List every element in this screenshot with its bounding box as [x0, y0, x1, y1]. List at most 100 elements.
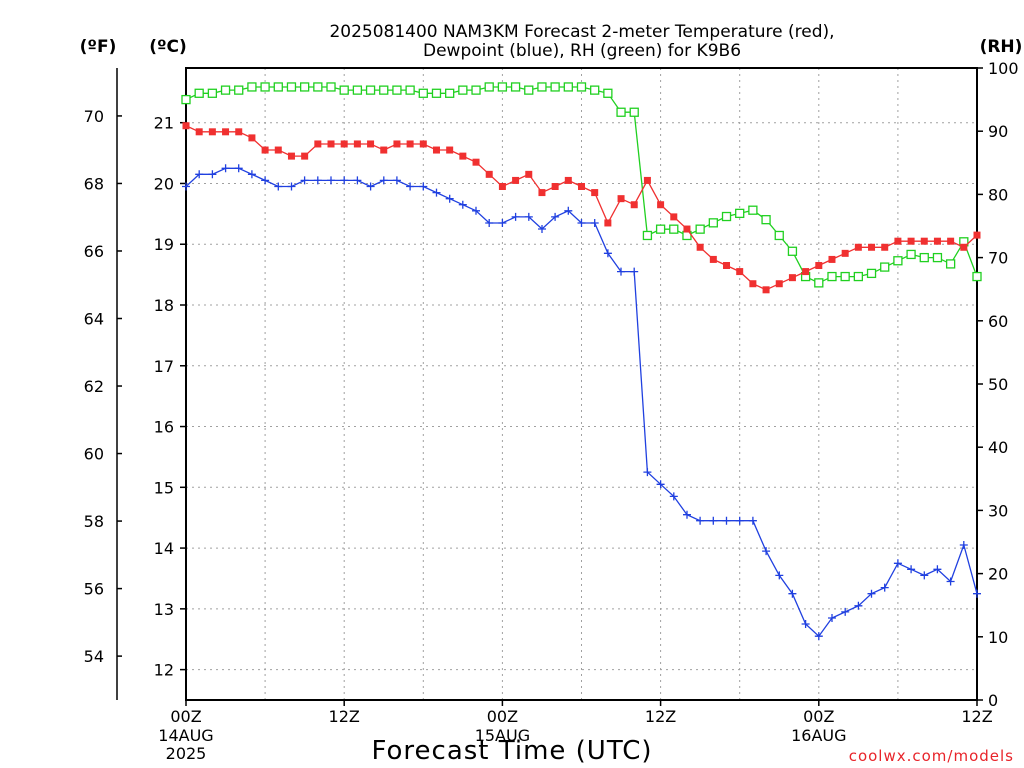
dewpoint-point: [603, 249, 612, 258]
temperature-point: [802, 268, 810, 276]
temperature-point: [881, 243, 889, 251]
celsius-tick-label: 12: [154, 661, 174, 680]
temperature-point: [564, 176, 572, 184]
rh-point: [326, 82, 336, 92]
temperature-point: [367, 140, 375, 148]
dewpoint-point: [551, 212, 560, 221]
temperature-point: [749, 280, 757, 288]
fahrenheit-tick-label: 54: [84, 647, 104, 666]
dewpoint-point: [419, 182, 428, 191]
dewpoint-point: [854, 601, 863, 610]
rh-unit-label: (RH): [980, 37, 1023, 57]
dewpoint-point: [683, 510, 691, 519]
temperature-point: [301, 152, 309, 160]
temperature-point: [551, 183, 559, 190]
x-tick-label: 12Z: [961, 707, 992, 726]
fahrenheit-tick-label: 62: [84, 377, 104, 396]
rh-point: [379, 85, 389, 95]
rh-tick-label: 90: [988, 122, 1008, 141]
rh-point: [814, 278, 824, 288]
dewpoint-point: [327, 176, 335, 185]
temperature-point: [907, 237, 915, 245]
axes-layer: 12 13 14 15 16 17 18 19 20 21 54 56 58 60 62 64 66 68 70 0 1…: [84, 59, 1019, 710]
rh-tick-label: 10: [988, 628, 1008, 647]
rh-tick-label: 70: [988, 249, 1008, 268]
fahrenheit-tick-label: 60: [84, 445, 104, 464]
rh-point: [721, 211, 732, 222]
temperature-point: [340, 140, 348, 148]
dewpoint-point: [656, 480, 665, 489]
rh-point: [313, 82, 323, 92]
celsius-tick-label: 19: [154, 235, 174, 254]
dewpoint-point: [828, 614, 836, 622]
celsius-tick-label: 15: [154, 478, 174, 497]
dewpoint-point: [313, 176, 322, 185]
dewpoint-point: [524, 212, 533, 221]
chart-title-line1: 2025081400 NAM3KM Forecast 2-meter Tempe…: [329, 22, 834, 42]
rh-point: [669, 224, 679, 234]
x-tick-label: 00Z: [487, 707, 518, 726]
fahrenheit-tick-label: 64: [84, 310, 104, 329]
rh-tick-label: 100: [988, 59, 1019, 78]
x-tick-year-label: 2025: [166, 744, 207, 763]
temperature-point: [512, 176, 520, 184]
fahrenheit-unit-label: (ºF): [80, 37, 117, 57]
rh-point: [220, 85, 231, 95]
rh-point: [840, 271, 850, 282]
rh-point: [286, 82, 297, 92]
rh-point: [945, 259, 956, 269]
temperature-point: [578, 183, 585, 190]
temperature-point: [472, 158, 480, 166]
dewpoint-point: [564, 206, 573, 215]
rh-point: [524, 85, 534, 95]
temperature-point: [525, 170, 533, 178]
temperature-point: [446, 146, 454, 154]
rh-point: [880, 262, 890, 272]
fahrenheit-tick-label: 68: [84, 174, 104, 193]
series-layer: [181, 82, 982, 641]
rh-point: [550, 82, 560, 92]
dewpoint-point: [577, 219, 586, 227]
dewpoint-point: [274, 182, 283, 191]
temperature-point: [591, 189, 599, 197]
rh-point: [853, 271, 863, 282]
rh-point: [405, 85, 415, 95]
chart-title-line2: Dewpoint (blue), RH (green) for K9B6: [423, 41, 741, 61]
rh-point: [497, 82, 508, 92]
x-tick-label: 00Z: [170, 707, 201, 726]
dewpoint-point: [841, 607, 850, 616]
rh-tick-label: 80: [988, 185, 1008, 204]
temperature-point: [617, 195, 625, 203]
temperature-point: [314, 140, 322, 148]
temperature-point: [815, 262, 823, 269]
dewpoint-point: [814, 632, 823, 641]
dewpoint-point: [234, 164, 243, 173]
rh-point: [735, 208, 745, 219]
rh-point: [629, 107, 639, 117]
credit-link[interactable]: coolwx.com/models: [849, 747, 1014, 765]
dewpoint-point: [748, 516, 757, 525]
temperature-point: [973, 231, 981, 239]
temperature-point: [498, 183, 506, 190]
dewpoint-point: [973, 589, 981, 598]
celsius-tick-label: 18: [154, 296, 174, 315]
rh-point: [299, 82, 310, 92]
rh-point: [194, 88, 204, 98]
rh-point: [787, 246, 798, 256]
rh-point: [510, 82, 521, 92]
fahrenheit-tick-label: 66: [84, 242, 104, 261]
temperature-point: [630, 201, 638, 209]
dewpoint-point: [261, 176, 270, 185]
temperature-point: [459, 152, 467, 160]
rh-point: [695, 224, 705, 234]
temperature-point: [419, 140, 427, 148]
dewpoint-point: [946, 577, 955, 586]
dewpoint-point: [696, 516, 705, 525]
dewpoint-point: [788, 589, 797, 598]
rh-point: [181, 94, 191, 105]
temperature-point: [894, 237, 902, 245]
rh-point: [906, 249, 916, 260]
rh-point: [418, 88, 428, 98]
